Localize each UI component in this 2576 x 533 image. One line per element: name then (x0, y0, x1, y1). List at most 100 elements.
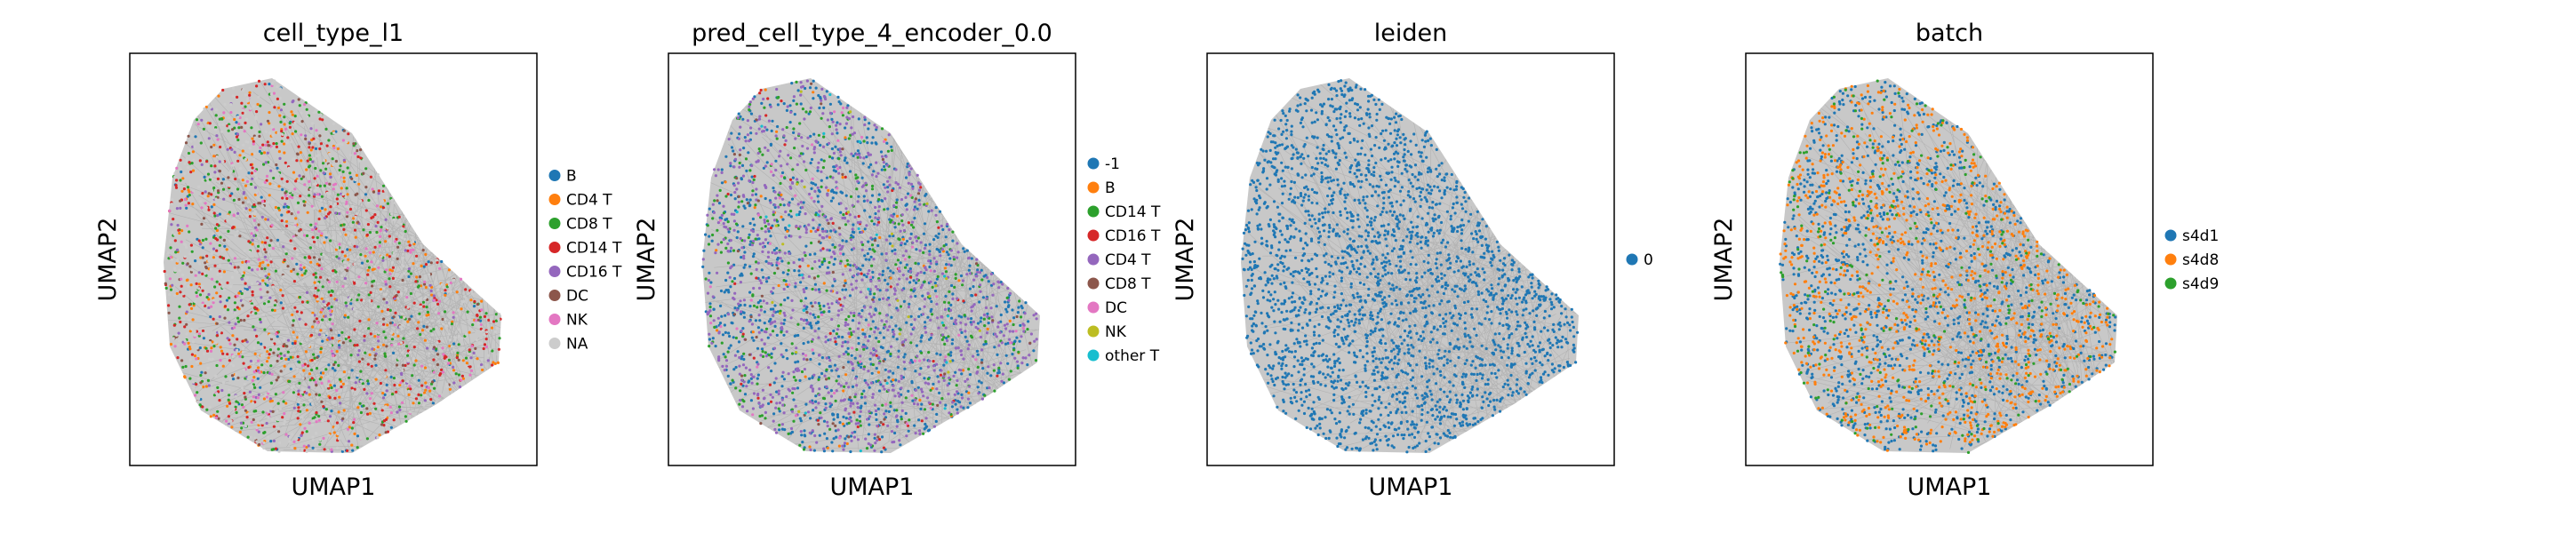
scatter-point (799, 81, 803, 84)
scatter-point (175, 179, 179, 182)
scatter-point (793, 334, 796, 338)
scatter-point (257, 393, 260, 396)
scatter-point (210, 193, 213, 196)
scatter-point (276, 402, 280, 405)
scatter-point (252, 376, 256, 379)
scatter-point (241, 386, 244, 390)
scatter-point (340, 330, 344, 334)
scatter-point (347, 264, 351, 267)
scatter-point (341, 193, 345, 196)
scatter-point (176, 248, 180, 251)
scatter-point (328, 172, 332, 176)
scatter-point (460, 307, 463, 311)
scatter-point (265, 421, 268, 426)
scatter-point (201, 329, 205, 333)
scatter-point (225, 298, 228, 302)
scatter-point (900, 288, 904, 292)
scatter-point (256, 359, 260, 362)
scatter-point (967, 343, 971, 346)
scatter-point (268, 296, 272, 299)
scatter-point (328, 396, 332, 400)
scatter-point (498, 337, 501, 340)
scatter-point (841, 176, 844, 179)
scatter-point (979, 283, 982, 287)
scatter-point (253, 186, 258, 189)
scatter-point (230, 310, 234, 314)
scatter-point (497, 347, 500, 351)
scatter-point (921, 294, 924, 298)
scatter-point (400, 235, 404, 239)
scatter-point (378, 434, 381, 437)
scatter-point (244, 207, 248, 211)
scatter-point (892, 335, 895, 338)
scatter-point (730, 246, 733, 250)
scatter-point (189, 306, 194, 310)
scatter-point (221, 187, 226, 191)
scatter-point (974, 325, 978, 330)
scatter-point (324, 181, 328, 185)
scatter-point (256, 282, 260, 285)
scatter-point (817, 327, 820, 330)
scatter-point (857, 336, 860, 340)
scatter-point (386, 202, 389, 205)
scatter-point (209, 315, 212, 319)
scatter-point (276, 426, 280, 430)
scatter-point (769, 235, 772, 238)
scatter-point (303, 103, 307, 107)
scatter-point (348, 298, 351, 301)
scatter-point (772, 213, 775, 217)
scatter-point (982, 317, 986, 321)
scatter-point (819, 143, 822, 147)
scatter-point (852, 247, 856, 251)
scatter-point (839, 102, 843, 106)
scatter-point (415, 264, 419, 267)
scatter-point (365, 437, 369, 441)
scatter-point (264, 143, 268, 147)
scatter-point (838, 123, 842, 126)
scatter-point (999, 313, 1003, 317)
scatter-point (461, 299, 466, 304)
scatter-point (260, 363, 264, 367)
scatter-point (822, 159, 826, 163)
scatter-point (378, 241, 381, 244)
scatter-point (1019, 323, 1022, 327)
scatter-point (290, 446, 293, 449)
scatter-point (836, 301, 840, 305)
scatter-point (320, 381, 324, 385)
scatter-point (878, 273, 882, 276)
scatter-point (446, 362, 451, 365)
scatter-point (965, 339, 969, 343)
scatter-point (851, 385, 855, 388)
scatter-point (270, 335, 274, 338)
scatter-point (1004, 354, 1008, 357)
scatter-point (167, 311, 171, 314)
scatter-point (929, 309, 932, 313)
scatter-point (847, 116, 851, 121)
scatter-point (466, 367, 469, 370)
scatter-point (190, 353, 194, 356)
scatter-point (177, 343, 180, 346)
scatter-point (720, 181, 724, 185)
scatter-point (333, 396, 337, 400)
scatter-point (348, 419, 353, 424)
scatter-point (420, 329, 425, 332)
scatter-point (202, 385, 205, 389)
scatter-point (860, 278, 864, 282)
scatter-point (772, 307, 775, 311)
scatter-point (979, 335, 982, 339)
scatter-point (259, 104, 262, 107)
scatter-point (210, 189, 214, 193)
scatter-point (195, 330, 199, 333)
scatter-point (247, 266, 251, 270)
scatter-point (292, 385, 295, 388)
scatter-point (930, 299, 933, 304)
scatter-point (200, 118, 204, 122)
scatter-point (280, 139, 284, 143)
scatter-point (743, 393, 748, 396)
scatter-point (796, 386, 800, 390)
scatter-point (223, 316, 227, 320)
scatter-point (258, 264, 261, 268)
scatter-point (903, 367, 907, 370)
scatter-point (221, 364, 225, 368)
scatter-point (880, 127, 884, 131)
